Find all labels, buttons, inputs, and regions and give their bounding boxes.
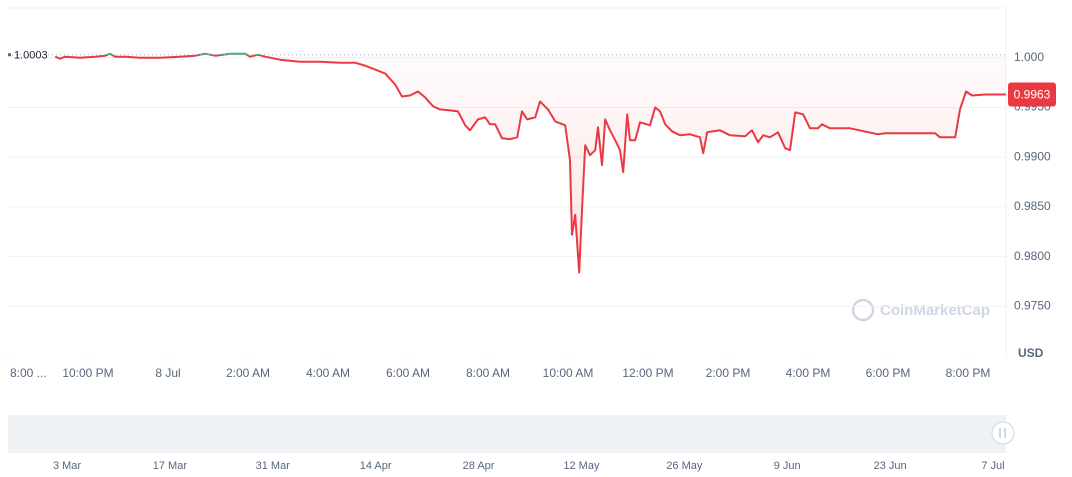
x-tick-label: 2:00 PM [706, 366, 751, 380]
y-tick-label: 1.000 [1014, 50, 1044, 64]
navigator-label: 17 Mar [153, 460, 188, 472]
y-tick-label: 0.9750 [1014, 298, 1051, 312]
x-tick-label: 10:00 AM [543, 366, 594, 380]
y-tick-label: 0.9800 [1014, 249, 1051, 263]
navigator-label: 31 Mar [256, 460, 291, 472]
navigator-label: 7 Jul [981, 460, 1004, 472]
navigator-label: 26 May [666, 460, 703, 472]
watermark: CoinMarketCap [880, 302, 990, 319]
navigator-label: 12 May [563, 460, 600, 472]
navigator-label: 14 Apr [360, 460, 392, 472]
navigator-label: 3 Mar [53, 460, 81, 472]
y-unit: USD [1018, 346, 1044, 360]
current-price-label: 0.9963 [1014, 88, 1051, 102]
y-tick-label: 0.9900 [1014, 149, 1051, 163]
area-fill [55, 53, 1006, 273]
navigator-handle[interactable] [991, 421, 1015, 445]
navigator-label: 23 Jun [874, 460, 907, 472]
watermark-logo [851, 298, 875, 322]
reference-label: 1.0003 [14, 50, 48, 62]
x-tick-label: 12:00 PM [622, 366, 673, 380]
x-tick-label: 8:00 PM [946, 366, 991, 380]
y-tick-label: 0.9850 [1014, 199, 1051, 213]
x-tick-label: 10:00 PM [62, 366, 113, 380]
x-tick-label: 2:00 AM [226, 366, 270, 380]
price-line [54, 52, 1006, 274]
navigator-label: 28 Apr [463, 460, 495, 472]
x-tick-label: 8:00 AM [466, 366, 510, 380]
navigator-label: 9 Jun [774, 460, 801, 472]
x-tick-label: 4:00 AM [306, 366, 350, 380]
x-tick-label: 4:00 PM [786, 366, 831, 380]
reference-marker [8, 53, 11, 57]
navigator[interactable] [8, 415, 1006, 453]
x-tick-label: 8:00 ... [10, 366, 47, 380]
x-tick-label: 6:00 AM [386, 366, 430, 380]
current-price-tag [1008, 82, 1056, 107]
x-tick-label: 6:00 PM [866, 366, 911, 380]
x-tick-label: 8 Jul [155, 366, 180, 380]
